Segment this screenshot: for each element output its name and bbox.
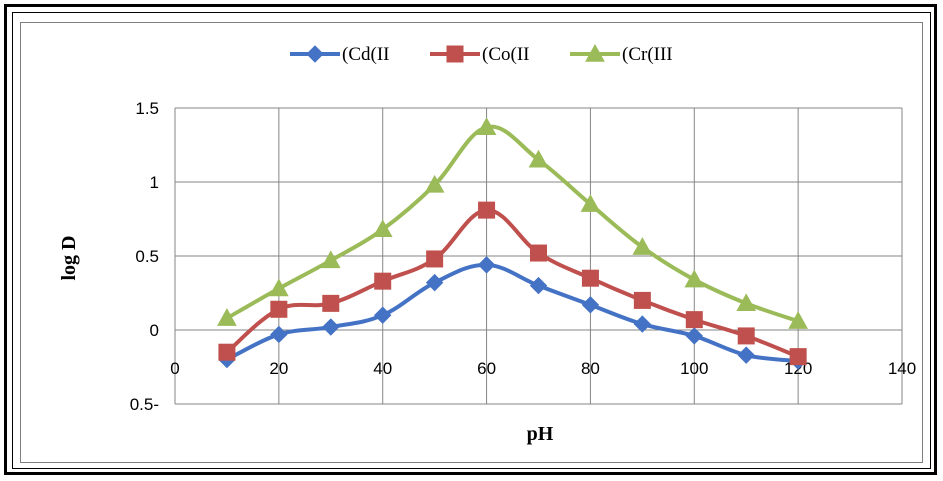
series-line <box>225 208 799 359</box>
data-point <box>528 149 549 168</box>
data-point <box>424 174 445 193</box>
series-line <box>226 262 799 364</box>
data-point <box>322 318 340 336</box>
data-point <box>788 311 808 329</box>
x-axis-title: pH <box>527 423 554 445</box>
data-point <box>737 346 755 364</box>
y-tick-label: 1.5 <box>135 99 159 118</box>
legend-label: (Cr(III <box>622 44 673 65</box>
data-point <box>684 269 705 288</box>
data-point <box>580 194 601 212</box>
data-point <box>737 327 755 345</box>
chart-area-border <box>20 22 923 463</box>
y-tick-label: 1 <box>150 173 159 192</box>
x-tick-label: 80 <box>581 359 600 378</box>
legend-marker <box>446 45 464 63</box>
data-point <box>530 244 547 262</box>
x-tick-label: 40 <box>373 359 392 378</box>
data-point <box>529 276 548 295</box>
series-square <box>218 201 807 366</box>
data-point <box>685 327 703 345</box>
data-point <box>322 294 340 312</box>
legend-label: (Cd(II <box>342 44 389 65</box>
data-point <box>633 315 652 333</box>
data-point <box>685 311 703 329</box>
series-triangle <box>217 117 808 329</box>
data-point <box>476 117 497 135</box>
data-point <box>581 269 599 287</box>
legend: (Cd(II (Co(II (Cr(III <box>290 43 673 65</box>
x-tick-label: 60 <box>477 359 496 378</box>
data-point <box>374 306 392 324</box>
data-point <box>217 308 237 326</box>
data-point <box>478 201 496 219</box>
x-tick-label: 0 <box>170 359 179 378</box>
data-point <box>581 296 600 314</box>
series-group <box>217 117 808 370</box>
x-tick-label: 140 <box>888 359 916 378</box>
data-point <box>789 348 807 366</box>
legend-label: (Co(II <box>482 44 529 65</box>
data-point <box>736 293 757 312</box>
data-point <box>269 278 289 297</box>
data-point <box>633 291 651 309</box>
data-point <box>477 256 496 274</box>
outer-frame <box>4 4 937 475</box>
data-point <box>270 325 288 344</box>
y-tick-labels: 0.5- 0 0.5 1 1.5 <box>130 99 159 414</box>
data-point <box>632 237 653 255</box>
inner-frame <box>12 12 931 469</box>
data-point <box>372 219 393 238</box>
data-point <box>426 250 444 268</box>
data-point <box>320 250 341 269</box>
x-tick-label: 20 <box>269 359 288 378</box>
x-tick-label: 100 <box>680 359 708 378</box>
y-tick-label: 0.5 <box>135 247 159 266</box>
legend-marker <box>585 43 605 62</box>
data-point <box>270 300 288 318</box>
data-point <box>425 273 444 292</box>
data-point <box>218 343 236 361</box>
data-point <box>374 272 392 290</box>
legend-marker <box>306 45 324 63</box>
y-tick-label: 0 <box>150 321 159 340</box>
y-axis-title: log D <box>58 236 80 281</box>
y-tick-label: 0.5- <box>130 395 159 414</box>
